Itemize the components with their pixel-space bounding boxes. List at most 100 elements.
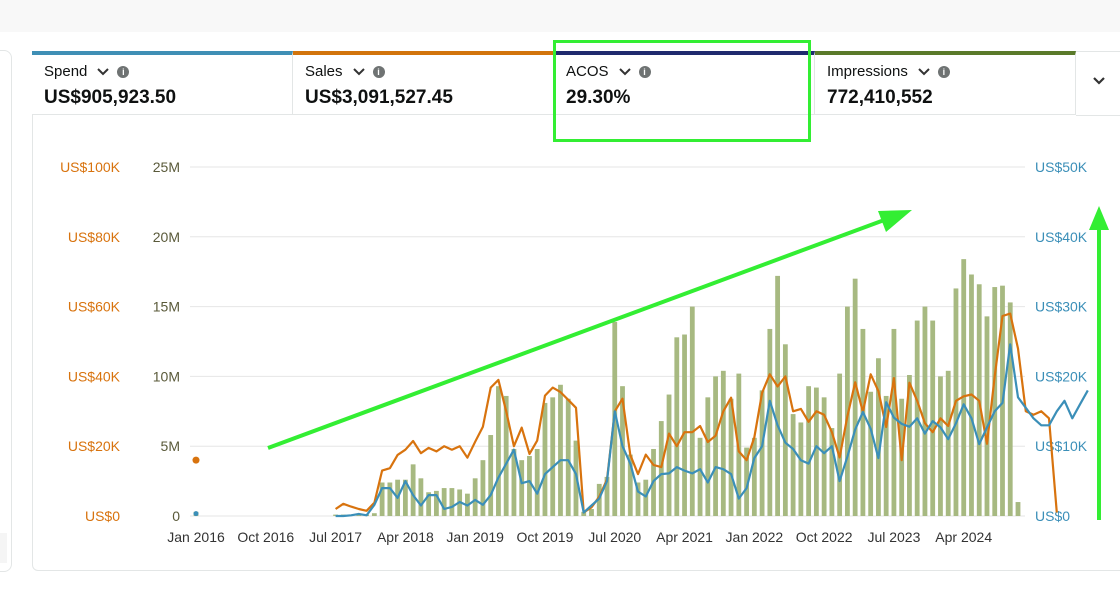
y-tick-label-spend: US$0 [1035, 508, 1070, 524]
info-icon[interactable]: i [372, 65, 385, 78]
metric-tile-spend[interactable]: Spend i US$905,923.50 [32, 51, 293, 115]
impressions-bar [410, 464, 416, 516]
y-tick-label-sales: US$40K [68, 368, 121, 384]
metric-tile-impressions[interactable]: Impressions i 772,410,552 [815, 51, 1076, 115]
impressions-bar [984, 316, 990, 516]
chevron-down-icon[interactable] [617, 65, 633, 79]
impressions-bar [643, 479, 649, 516]
impressions-bar [813, 387, 819, 516]
impressions-bar [844, 306, 850, 516]
y-tick-label-impressions: 10M [153, 368, 180, 384]
impressions-bar [635, 482, 641, 516]
impressions-bar [658, 421, 664, 516]
impressions-bar [775, 275, 781, 516]
metric-head: Impressions i [827, 63, 950, 80]
metric-head: Spend i [44, 63, 130, 80]
impressions-bar [519, 460, 525, 516]
x-tick-label: Jul 2020 [588, 529, 641, 545]
chevron-down-icon[interactable] [95, 65, 111, 79]
impressions-bar [488, 435, 494, 516]
impressions-bar [744, 447, 749, 516]
info-icon[interactable]: i [117, 65, 130, 78]
impressions-bar [860, 328, 866, 516]
impressions-bar [922, 306, 928, 516]
metric-value: 29.30% [566, 87, 631, 108]
impressions-bar [511, 448, 517, 516]
impressions-bar [558, 384, 563, 516]
impressions-bar [472, 478, 478, 516]
chart-series-lines [192, 312, 1089, 518]
impressions-bar [604, 476, 610, 516]
x-tick-label: Apr 2021 [656, 529, 713, 545]
metric-label: Impressions [827, 63, 908, 80]
impressions-bar [689, 306, 695, 516]
impressions-bar [682, 334, 687, 516]
impressions-bar [402, 479, 408, 516]
metric-tile-acos[interactable]: ACOS i 29.30% [554, 51, 815, 115]
x-tick-label: Oct 2016 [237, 529, 294, 545]
impressions-bar [821, 397, 827, 516]
impressions-bar [728, 398, 734, 516]
impressions-bar [387, 482, 393, 516]
expand-metrics-button[interactable] [1076, 51, 1120, 116]
impressions-bar [938, 376, 943, 516]
info-icon[interactable]: i [937, 65, 950, 78]
y-tick-label-impressions: 20M [153, 229, 180, 245]
impressions-bar [449, 488, 455, 516]
impressions-bar [356, 514, 362, 516]
impressions-bar [441, 488, 447, 516]
metric-label: Spend [44, 63, 88, 80]
impressions-bar [503, 395, 509, 516]
impressions-bar [945, 370, 951, 516]
impressions-bar [565, 398, 571, 516]
x-tick-label: Oct 2022 [796, 529, 853, 545]
spend-point [193, 511, 199, 517]
chevron-down-icon[interactable] [916, 65, 932, 79]
trend-arrow-line [267, 214, 896, 450]
impressions-bar [876, 358, 881, 516]
spend-line [335, 343, 1089, 518]
x-tick-label: Jan 2019 [446, 529, 504, 545]
left-side-card [0, 50, 12, 572]
sales-point [192, 456, 200, 464]
y-tick-label-spend: US$30K [1035, 299, 1088, 315]
y-tick-label-spend: US$40K [1035, 229, 1088, 245]
impressions-bar [1015, 502, 1021, 516]
impressions-bar [589, 509, 594, 516]
left-card-stub [0, 533, 7, 563]
impressions-bar [666, 394, 672, 516]
impressions-bar [527, 455, 532, 516]
y-tick-label-spend: US$50K [1035, 159, 1088, 175]
impressions-bar [620, 386, 625, 516]
impressions-bar [496, 386, 501, 516]
impressions-bar [705, 397, 711, 516]
x-tick-label: Jul 2017 [309, 529, 362, 545]
y-tick-label-sales: US$100K [60, 159, 121, 175]
impressions-bar [1007, 302, 1013, 516]
chevron-down-icon [1093, 77, 1105, 85]
impressions-bar [426, 492, 432, 516]
impressions-bar [837, 373, 843, 516]
impressions-bar [790, 414, 796, 516]
top-band [0, 0, 1120, 32]
impressions-bar [333, 514, 338, 516]
impressions-bar [782, 344, 788, 516]
x-tick-label: Jul 2023 [867, 529, 920, 545]
impressions-bar [806, 386, 812, 516]
metric-tile-sales[interactable]: Sales i US$3,091,527.45 [293, 51, 554, 115]
y-tick-label-sales: US$0 [85, 508, 120, 524]
impressions-bar [992, 287, 998, 516]
impressions-bar [829, 428, 835, 516]
y-tick-label-impressions: 0 [172, 508, 180, 524]
y-tick-label-sales: US$20K [68, 438, 121, 454]
chevron-down-icon[interactable] [351, 65, 367, 79]
metric-head: ACOS i [566, 63, 651, 80]
chart-annotations [267, 206, 1109, 520]
chart-axis-ticks: US$0 0 US$0 US$20K 5M US$10K US$40K 10M US$20K US… [60, 159, 1088, 545]
impressions-bar [907, 375, 912, 516]
impressions-bar [379, 482, 385, 516]
info-icon[interactable]: i [638, 65, 651, 78]
metric-value: 772,410,552 [827, 87, 933, 108]
y-tick-label-impressions: 5M [161, 438, 180, 454]
